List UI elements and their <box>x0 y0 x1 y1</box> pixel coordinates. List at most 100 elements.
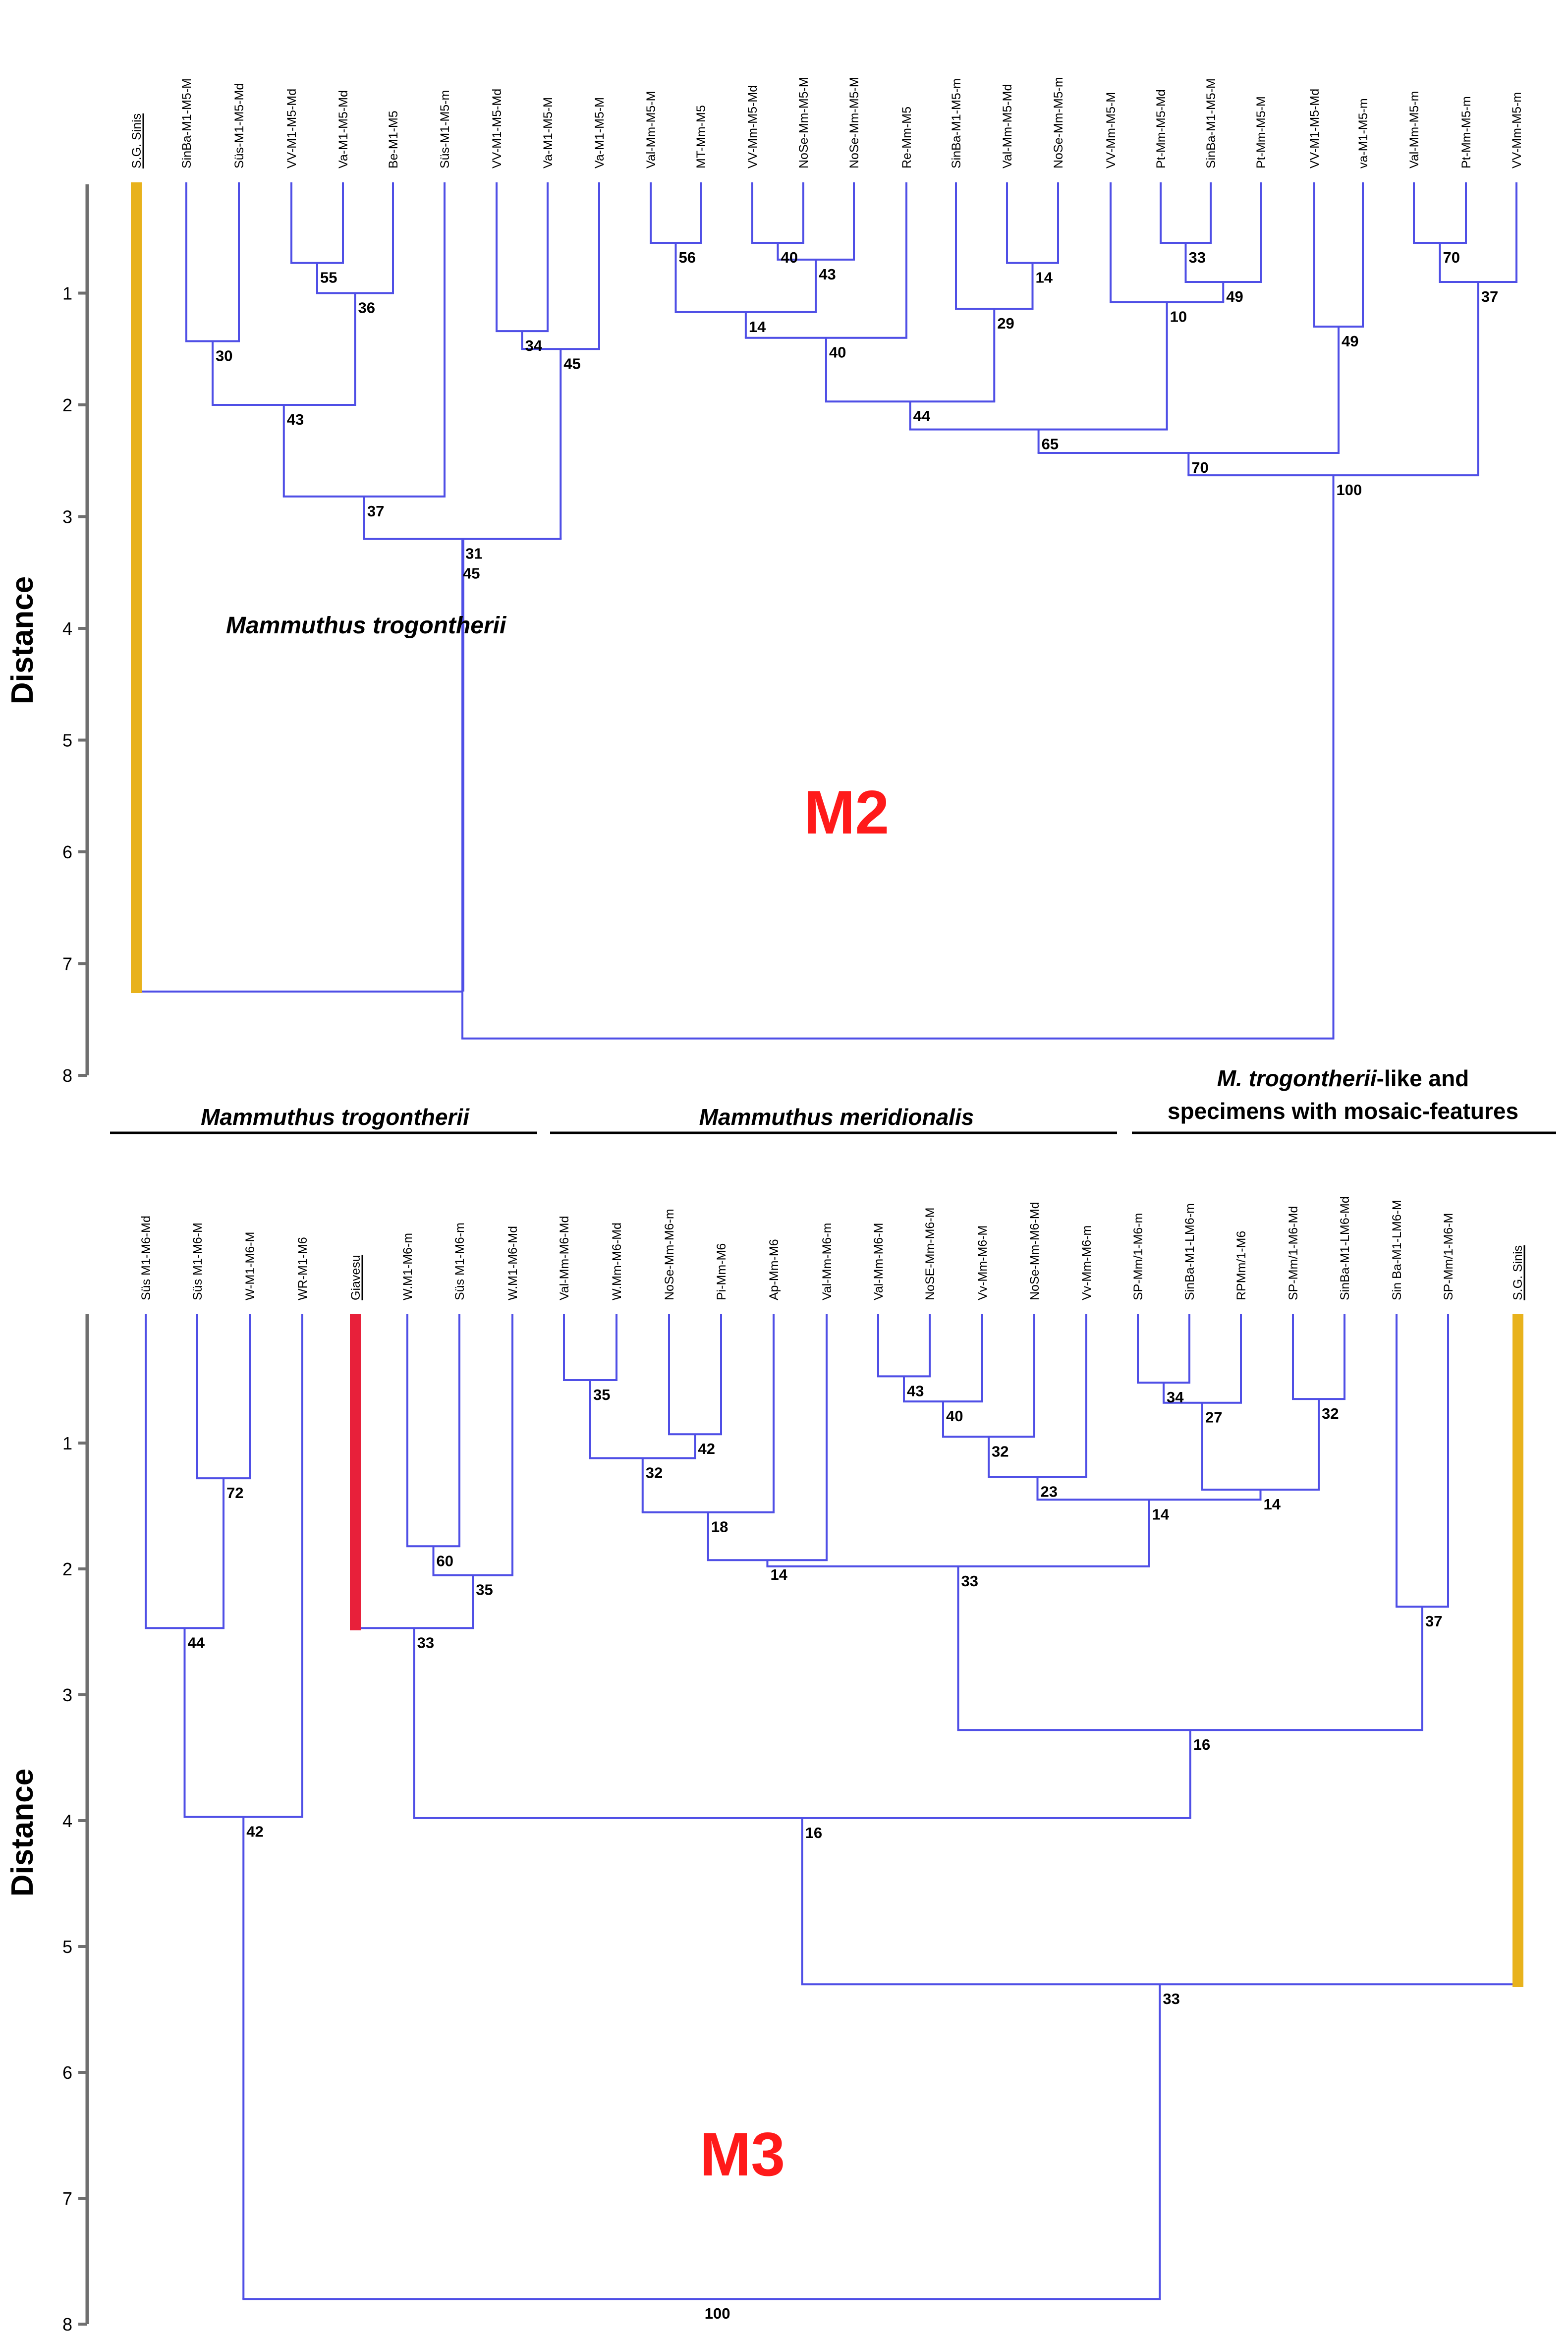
m3-group-label-meridionalis: Mammuthus meridionalis <box>699 1104 974 1130</box>
m2-bootstrap-label: 45 <box>563 355 580 372</box>
m2-bootstrap-label: 55 <box>320 269 337 286</box>
m2-panel-label: M2 <box>804 779 889 847</box>
m2-bootstrap-label: 37 <box>367 502 384 520</box>
m2-leaf-label: VV-Mm-M5-Md <box>746 85 760 168</box>
m3-leaf-label: W.M1-M6-Md <box>506 1226 520 1300</box>
m3-bootstrap-label: 14 <box>1264 1496 1281 1513</box>
m2-bootstrap-values: 55 36 30 43 37 34 45 31 56 40 43 14 40 14 29 44 33 49 10 65… <box>216 249 1498 582</box>
m3-group-label-mosaic-italic: M. trogontherii <box>1217 1065 1377 1091</box>
m3-bootstrap-label: 18 <box>711 1518 728 1536</box>
m3-bootstrap-label: 42 <box>698 1440 715 1457</box>
m2-leaf-label: Val-Mm-M5-M <box>644 91 658 168</box>
m2-bootstrap-label: 29 <box>997 315 1014 332</box>
m2-leaf-label: VV-Mm-M5-m <box>1510 92 1524 168</box>
m2-bootstrap-label: 70 <box>1443 249 1460 266</box>
m3-leaf-label: Vv-Mm-M6-M <box>976 1225 990 1300</box>
m3-group-header-mosaic: M. trogontherii-like and specimens with … <box>1132 1065 1556 1134</box>
m3-leaf-label: Val-Mm-M6-M <box>872 1223 886 1300</box>
m3-leaf-label: Val-Mm-M6-Md <box>558 1216 571 1300</box>
m3-bootstrap-label: 16 <box>1193 1736 1210 1753</box>
m3-leaf-label: NoSE-Mm-M6-M <box>923 1208 937 1301</box>
m2-tick-label: 5 <box>62 730 72 751</box>
m2-leaf-label: Pt-Mm-M5-Md <box>1154 89 1168 168</box>
m3-bootstrap-label: 33 <box>417 1634 434 1651</box>
m3-bootstrap-label: 32 <box>992 1443 1008 1460</box>
m3-bootstrap-label: 32 <box>646 1464 663 1481</box>
m3-bootstrap-label: 40 <box>946 1407 963 1425</box>
m2-bootstrap-label: 70 <box>1191 459 1208 476</box>
m3-tick-label: 2 <box>62 1559 72 1579</box>
m2-leaf-label: Va-M1-M5-M <box>593 97 607 168</box>
m3-tick-label: 7 <box>62 2188 72 2209</box>
m2-outgroup-bar <box>131 182 142 993</box>
m3-bootstrap-label: 27 <box>1205 1409 1222 1426</box>
m2-bootstrap-label: 43 <box>819 266 836 283</box>
m2-leaf-label: SinBa-M1-M5-M <box>180 78 194 168</box>
m2-tick-label: 3 <box>62 507 72 527</box>
m3-panel-label: M3 <box>700 2120 785 2189</box>
m3-leaf-label: SinBa-M1-LM6-m <box>1183 1203 1197 1300</box>
m2-leaf-label: VV-M1-M5-Md <box>490 89 504 168</box>
m3-bootstrap-label: 14 <box>770 1566 787 1583</box>
m3-leaf-label: SP-Mm/1-M6-Md <box>1287 1206 1300 1300</box>
m2-bootstrap-label: 30 <box>216 347 232 364</box>
m2-leaf-label: SinBa-M1-M5-m <box>950 78 963 168</box>
m3-leaf-label: Süs M1-M6-M <box>191 1223 205 1300</box>
m3-tick-label: 5 <box>62 1937 72 1957</box>
m2-bootstrap-label: 40 <box>781 249 798 266</box>
m2-leaf-label: NoSe-Mm-M5-m <box>1052 77 1065 168</box>
m3-leaf-label: Giavesu <box>349 1255 363 1300</box>
m3-leaf-label: SP-Mm/1-M6-M <box>1442 1213 1456 1300</box>
m3-leaf-label: W.M1-M6-m <box>401 1233 415 1300</box>
m3-leaf-label: S.G. Sinis <box>1511 1245 1525 1300</box>
m2-axis-title: Distance <box>5 576 40 704</box>
m2-leaf-label: Va-M1-M5-Md <box>336 90 350 168</box>
m3-group-label-mosaic-rest: -like and <box>1377 1065 1469 1091</box>
m2-leaf-label: Val-Mm-M5-m <box>1407 91 1421 168</box>
m2-leaf-label: Süs-M1-M5-Md <box>232 83 246 168</box>
m3-bootstrap-values: 72 44 60 35 33 42 35 42 32 18 14 43 40 32 23 34 27 32 14 14… <box>188 1382 1443 2322</box>
m2-branches <box>142 182 1517 1040</box>
m3-bootstrap-label: 43 <box>907 1382 924 1399</box>
m3-branches <box>145 1314 1518 2300</box>
m3-giavesu-bar <box>350 1314 361 1630</box>
m3-bootstrap-label: 60 <box>437 1552 453 1569</box>
m2-bootstrap-label: 14 <box>1036 269 1053 286</box>
m3-tick-label: 8 <box>62 2314 72 2335</box>
m3-bootstrap-label: 34 <box>1167 1389 1184 1406</box>
m3-bootstrap-label: 23 <box>1041 1483 1058 1501</box>
m2-leaf-label: VV-M1-M5-Md <box>285 89 299 168</box>
m3-leaf-label: NoSe-Mm-M6-Md <box>1028 1202 1042 1300</box>
m3-bootstrap-label: 72 <box>226 1484 243 1502</box>
m3-leaf-label: W-M1-M6-M <box>243 1232 257 1300</box>
m2-tick-label: 8 <box>62 1065 72 1086</box>
m3-bootstrap-label: 14 <box>1152 1505 1170 1523</box>
m2-tick-label: 6 <box>62 842 72 862</box>
m3-bootstrap-label: 35 <box>593 1386 610 1403</box>
m3-leaf-label: Vv-Mm-M6-m <box>1080 1225 1094 1300</box>
m2-taxon-label: Mammuthus trogontherii <box>226 612 507 639</box>
m2-leaf-label: Val-Mm-M5-Md <box>1001 84 1014 168</box>
m3-leaf-label: NoSe-Mm-M6-m <box>663 1209 676 1300</box>
m2-leaf-label: MT-Mm-M5 <box>694 105 708 168</box>
m3-leaf-label: Pi-Mm-M6 <box>715 1243 728 1300</box>
m3-leaf-label: SP-Mm/1-M6-m <box>1131 1213 1145 1300</box>
m3-bootstrap-label: 100 <box>705 2305 730 2322</box>
m2-bootstrap-label: 33 <box>1189 249 1206 266</box>
m2-leaf-label: SinBa-M1-M5-M <box>1204 78 1218 168</box>
m3-axis-title: Distance <box>5 1769 40 1896</box>
m2-bootstrap-label: 14 <box>749 318 766 335</box>
m2-leaf-label: Pt-Mm-M5-m <box>1459 96 1473 168</box>
m2-bootstrap-label: 49 <box>1342 333 1358 350</box>
m2-bootstrap-label: 56 <box>679 249 696 266</box>
m3-bootstrap-label: 42 <box>246 1823 263 1840</box>
m2-distance-axis: 1 2 3 4 5 6 7 8 <box>62 184 89 1086</box>
m3-group-header-trogontherii: Mammuthus trogontherii <box>110 1104 537 1134</box>
m2-bootstrap-label: 10 <box>1170 308 1187 326</box>
m3-leaf-label: Süs M1-M6-Md <box>139 1216 153 1300</box>
m2-tick-label: 4 <box>62 618 72 639</box>
m2-leaf-label: NoSe-Mm-M5-M <box>847 77 861 168</box>
m2-leaf-labels: S.G. Sinis SinBa-M1-M5-M Süs-M1-M5-Md VV-M1… <box>130 77 1524 168</box>
